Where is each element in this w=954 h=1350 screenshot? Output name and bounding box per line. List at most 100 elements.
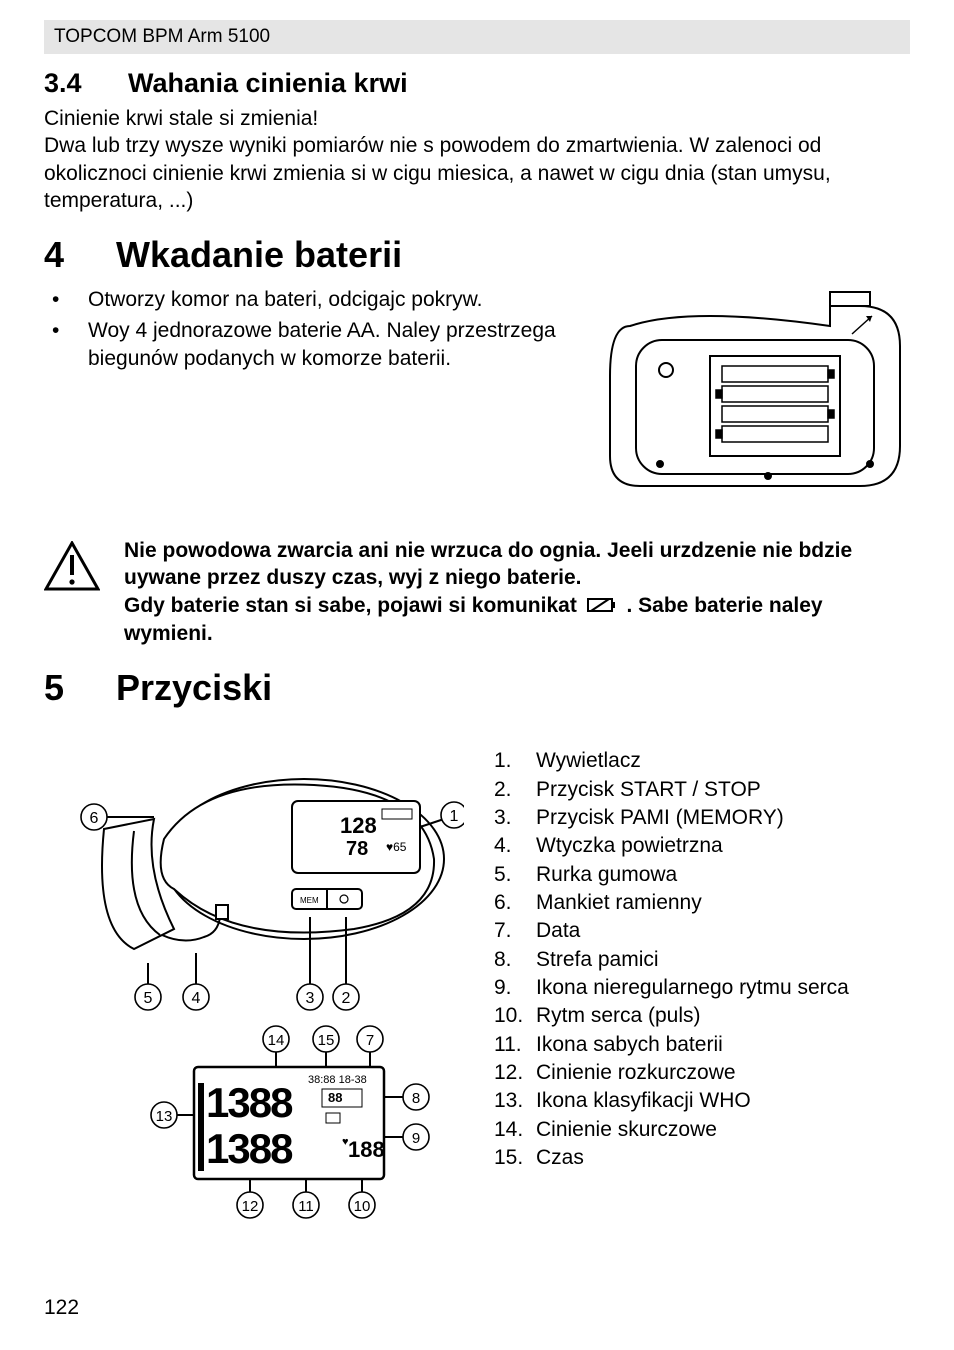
svg-text:9: 9 <box>412 1130 420 1147</box>
legend-num: 3. <box>494 804 536 832</box>
legend-row: 7.Data <box>494 917 849 945</box>
legend-text: Strefa pamici <box>536 946 659 974</box>
legend-row: 1.Wywietlacz <box>494 747 849 775</box>
section-3-4-body: Cinienie krwi stale si zmienia! Dwa lub … <box>44 105 910 214</box>
heading-title: Przyciski <box>116 667 272 709</box>
legend-num: 8. <box>494 946 536 974</box>
svg-text:7: 7 <box>366 1032 374 1049</box>
legend-num: 12. <box>494 1059 536 1087</box>
svg-text:14: 14 <box>268 1032 285 1049</box>
heading-title: Wkadanie baterii <box>116 234 402 276</box>
warning-block: Nie powodowa zwarcia ani nie wrzuca do o… <box>44 537 910 647</box>
battery-compartment-diagram <box>600 286 910 501</box>
battery-section: • Otworzy komor na bateri, odcigajc pokr… <box>44 286 910 501</box>
page-header: TOPCOM BPM Arm 5100 <box>44 20 910 54</box>
svg-text:78: 78 <box>346 838 368 860</box>
subheading-3-4: 3.4 Wahania cinienia krwi <box>44 68 910 99</box>
legend-text: Data <box>536 917 580 945</box>
svg-text:5: 5 <box>144 990 153 1007</box>
legend-num: 11. <box>494 1031 536 1059</box>
legend-row: 15.Czas <box>494 1144 849 1172</box>
svg-text:♥65: ♥65 <box>386 840 407 854</box>
legend-text: Mankiet ramienny <box>536 889 702 917</box>
legend-num: 7. <box>494 917 536 945</box>
bullet-dot: • <box>52 317 88 374</box>
subheading-title: Wahania cinienia krwi <box>128 68 408 99</box>
legend-row: 10.Rytm serca (puls) <box>494 1002 849 1030</box>
legend-row: 14.Cinienie skurczowe <box>494 1116 849 1144</box>
legend-text: Rytm serca (puls) <box>536 1002 701 1030</box>
svg-text:88: 88 <box>328 1090 342 1105</box>
svg-text:MEM: MEM <box>300 896 319 905</box>
legend-text: Cinienie rozkurczowe <box>536 1059 736 1087</box>
page-number: 122 <box>44 1296 79 1320</box>
legend-text: Cinienie skurczowe <box>536 1116 717 1144</box>
body-line: Dwa lub trzy wysze wyniki pomiarów nie s… <box>44 132 910 214</box>
warning-part-a: Gdy baterie stan si sabe, pojawi si komu… <box>124 594 583 617</box>
heading-num: 5 <box>44 667 116 709</box>
legend-row: 6.Mankiet ramienny <box>494 889 849 917</box>
svg-text:4: 4 <box>192 990 201 1007</box>
bullet-text: Otworzy komor na bateri, odcigajc pokryw… <box>88 286 483 314</box>
svg-text:128: 128 <box>340 813 377 838</box>
battery-bullets: • Otworzy komor na bateri, odcigajc pokr… <box>44 286 580 375</box>
legend-num: 5. <box>494 861 536 889</box>
svg-text:1: 1 <box>450 808 459 825</box>
body-line: Cinienie krwi stale si zmienia! <box>44 105 910 132</box>
svg-text:6: 6 <box>90 810 99 827</box>
heading-num: 4 <box>44 234 116 276</box>
legend-row: 8.Strefa pamici <box>494 946 849 974</box>
legend-num: 15. <box>494 1144 536 1172</box>
legend-row: 12.Cinienie rozkurczowe <box>494 1059 849 1087</box>
legend-row: 5.Rurka gumowa <box>494 861 849 889</box>
bullet-item: • Woy 4 jednorazowe baterie AA. Naley pr… <box>52 317 580 374</box>
svg-text:12: 12 <box>242 1198 259 1215</box>
low-battery-icon <box>587 593 617 620</box>
legend-num: 10. <box>494 1002 536 1030</box>
legend-row: 9.Ikona nieregularnego rytmu serca <box>494 974 849 1002</box>
buttons-legend: 1.Wywietlacz 2.Przycisk START / STOP 3.P… <box>494 739 849 1224</box>
legend-row: 3.Przycisk PAMI (MEMORY) <box>494 804 849 832</box>
legend-text: Rurka gumowa <box>536 861 677 889</box>
legend-num: 1. <box>494 747 536 775</box>
legend-text: Wtyczka powietrzna <box>536 832 723 860</box>
legend-num: 14. <box>494 1116 536 1144</box>
bullet-text: Woy 4 jednorazowe baterie AA. Naley prze… <box>88 317 580 374</box>
legend-row: 4.Wtyczka powietrzna <box>494 832 849 860</box>
warning-text: Nie powodowa zwarcia ani nie wrzuca do o… <box>124 537 910 647</box>
legend-num: 6. <box>494 889 536 917</box>
heading-5: 5 Przyciski <box>44 667 910 709</box>
legend-num: 9. <box>494 974 536 1002</box>
svg-text:11: 11 <box>298 1198 314 1215</box>
svg-text:3: 3 <box>306 990 315 1007</box>
device-diagram: 128 78 ♥65 MEM <box>44 739 464 1224</box>
subheading-num: 3.4 <box>44 68 128 99</box>
svg-text:1388: 1388 <box>206 1079 293 1126</box>
header-title: TOPCOM BPM Arm 5100 <box>54 26 270 47</box>
buttons-block: 128 78 ♥65 MEM <box>44 739 910 1224</box>
legend-text: Przycisk PAMI (MEMORY) <box>536 804 784 832</box>
legend-text: Ikona klasyfikacji WHO <box>536 1087 751 1115</box>
legend-row: 11.Ikona sabych baterii <box>494 1031 849 1059</box>
svg-text:38:88 18-38: 38:88 18-38 <box>308 1074 367 1086</box>
legend-row: 13.Ikona klasyfikacji WHO <box>494 1087 849 1115</box>
legend-num: 13. <box>494 1087 536 1115</box>
svg-text:1388: 1388 <box>206 1125 293 1172</box>
legend-text: Wywietlacz <box>536 747 641 775</box>
legend-text: Ikona sabych baterii <box>536 1031 723 1059</box>
page: TOPCOM BPM Arm 5100 3.4 Wahania cinienia… <box>0 0 954 1350</box>
svg-text:10: 10 <box>354 1198 371 1215</box>
legend-text: Przycisk START / STOP <box>536 776 761 804</box>
legend-text: Czas <box>536 1144 584 1172</box>
bullet-item: • Otworzy komor na bateri, odcigajc pokr… <box>52 286 580 314</box>
svg-text:13: 13 <box>156 1108 173 1125</box>
svg-text:8: 8 <box>412 1090 420 1107</box>
svg-text:2: 2 <box>342 990 351 1007</box>
legend-num: 4. <box>494 832 536 860</box>
warning-line: Gdy baterie stan si sabe, pojawi si komu… <box>124 592 910 647</box>
legend-num: 2. <box>494 776 536 804</box>
legend-text: Ikona nieregularnego rytmu serca <box>536 974 849 1002</box>
bullet-dot: • <box>52 286 88 314</box>
warning-icon <box>44 541 100 596</box>
legend-row: 2.Przycisk START / STOP <box>494 776 849 804</box>
